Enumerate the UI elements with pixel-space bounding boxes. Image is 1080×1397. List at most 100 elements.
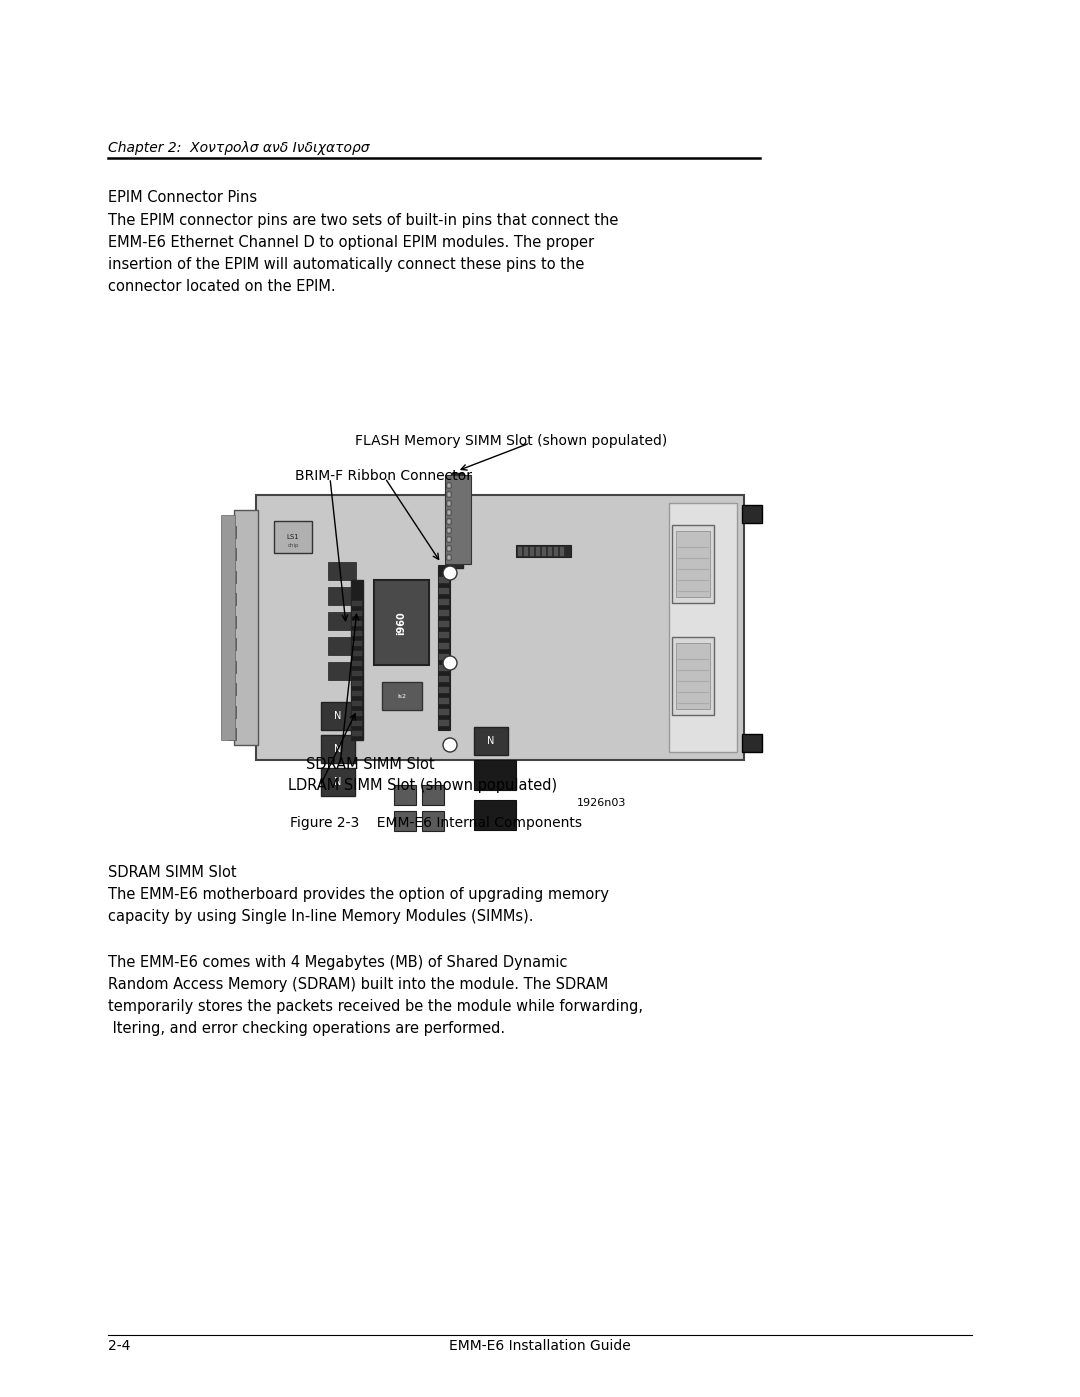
Text: insertion of the EPIM will automatically connect these pins to the: insertion of the EPIM will automatically…: [108, 257, 584, 272]
Bar: [438, 665, 449, 671]
Text: FLASH Memory SIMM Slot (shown populated): FLASH Memory SIMM Slot (shown populated): [355, 434, 667, 448]
Bar: [447, 555, 451, 560]
Bar: [352, 680, 362, 686]
Bar: [672, 525, 714, 604]
Bar: [228, 638, 237, 650]
Bar: [422, 785, 444, 805]
Bar: [438, 577, 449, 583]
Bar: [352, 692, 362, 696]
Bar: [447, 520, 451, 524]
Bar: [438, 622, 449, 627]
Bar: [352, 631, 362, 636]
Bar: [352, 731, 362, 736]
Bar: [474, 800, 516, 830]
Bar: [447, 510, 451, 515]
Bar: [438, 698, 449, 704]
Bar: [228, 525, 237, 538]
Bar: [352, 651, 362, 657]
Circle shape: [443, 657, 457, 671]
Text: Random Access Memory (SDRAM) built into the module. The SDRAM: Random Access Memory (SDRAM) built into …: [108, 977, 608, 992]
Text: EMM-E6 Installation Guide: EMM-E6 Installation Guide: [449, 1338, 631, 1354]
Bar: [447, 546, 451, 550]
Bar: [394, 785, 416, 805]
Bar: [438, 676, 449, 682]
Bar: [542, 548, 546, 556]
Bar: [228, 661, 237, 672]
Bar: [445, 475, 471, 564]
Text: chip: chip: [287, 543, 299, 549]
Bar: [321, 768, 355, 796]
Bar: [561, 548, 564, 556]
Text: SDRAM SIMM Slot: SDRAM SIMM Slot: [108, 865, 237, 880]
Bar: [530, 548, 534, 556]
Bar: [228, 570, 237, 583]
Bar: [676, 531, 710, 597]
Bar: [352, 622, 362, 626]
Circle shape: [443, 738, 457, 752]
Bar: [328, 637, 356, 655]
Bar: [374, 580, 429, 665]
Bar: [352, 661, 362, 666]
Bar: [438, 564, 450, 731]
Bar: [256, 495, 744, 760]
Bar: [451, 474, 463, 569]
Bar: [438, 631, 449, 638]
Bar: [438, 654, 449, 659]
Bar: [228, 728, 237, 740]
Bar: [352, 671, 362, 676]
Bar: [447, 502, 451, 506]
Bar: [352, 601, 362, 606]
Text: N: N: [335, 745, 341, 754]
Bar: [516, 545, 571, 557]
Bar: [352, 610, 362, 616]
Bar: [328, 587, 356, 605]
Bar: [228, 683, 237, 694]
Bar: [438, 588, 449, 594]
Bar: [438, 599, 449, 605]
Bar: [394, 812, 416, 831]
Bar: [474, 760, 516, 789]
Bar: [352, 701, 362, 705]
Bar: [352, 721, 362, 726]
Bar: [438, 643, 449, 650]
Bar: [321, 735, 355, 763]
Bar: [328, 612, 356, 630]
Bar: [228, 548, 237, 560]
Text: The EPIM connector pins are two sets of built-in pins that connect the: The EPIM connector pins are two sets of …: [108, 212, 619, 228]
Bar: [438, 710, 449, 715]
Bar: [518, 548, 522, 556]
Text: SDRAM SIMM Slot: SDRAM SIMM Slot: [306, 757, 434, 773]
Bar: [234, 510, 258, 745]
Bar: [352, 711, 362, 717]
Bar: [676, 643, 710, 710]
Text: The EMM-E6 comes with 4 Megabytes (MB) of Shared Dynamic: The EMM-E6 comes with 4 Megabytes (MB) o…: [108, 956, 567, 970]
Text: ls2: ls2: [397, 693, 406, 698]
Bar: [228, 705, 237, 718]
Bar: [447, 528, 451, 534]
Bar: [524, 548, 528, 556]
Text: N: N: [335, 777, 341, 787]
Bar: [447, 492, 451, 497]
Text: N: N: [335, 711, 341, 721]
Bar: [447, 536, 451, 542]
Bar: [548, 548, 552, 556]
Text: i960: i960: [396, 610, 406, 634]
Bar: [221, 515, 235, 740]
Bar: [228, 592, 237, 605]
Text: BRIM-F Ribbon Connector: BRIM-F Ribbon Connector: [295, 469, 472, 483]
Bar: [438, 687, 449, 693]
Bar: [274, 521, 312, 553]
Bar: [321, 703, 355, 731]
Text: EMM-E6 Ethernet Channel D to optional EPIM modules. The proper: EMM-E6 Ethernet Channel D to optional EP…: [108, 235, 594, 250]
Text: capacity by using Single In-line Memory Modules (SIMMs).: capacity by using Single In-line Memory …: [108, 909, 534, 923]
Bar: [328, 662, 356, 680]
Text: LDRAM SIMM Slot (shown populated): LDRAM SIMM Slot (shown populated): [288, 778, 557, 793]
Text: LS1: LS1: [286, 534, 299, 541]
Bar: [351, 580, 363, 740]
Bar: [536, 548, 540, 556]
Bar: [438, 719, 449, 726]
Bar: [447, 483, 451, 488]
Bar: [672, 637, 714, 715]
Text: 2-4: 2-4: [108, 1338, 131, 1354]
Bar: [742, 733, 762, 752]
